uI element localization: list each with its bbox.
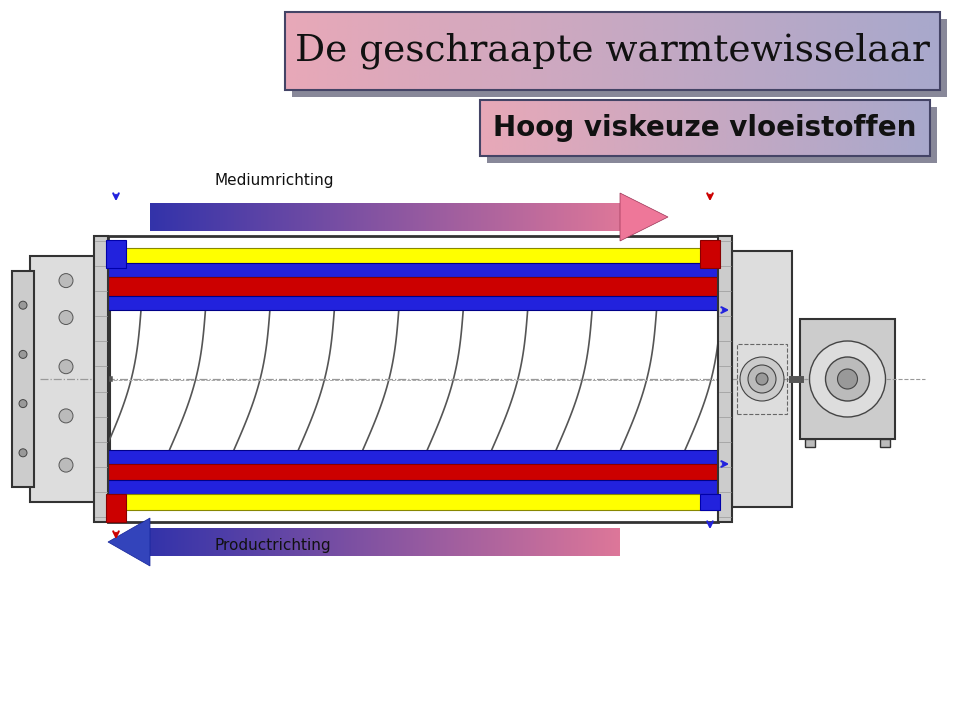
Circle shape (59, 274, 73, 287)
Circle shape (748, 365, 776, 393)
Bar (108, 277, 718, 296)
Circle shape (19, 449, 27, 456)
Text: Productrichting: Productrichting (215, 538, 331, 553)
Bar (108, 464, 718, 480)
Bar (487, 107, 937, 163)
Bar (12, 271, 34, 487)
Circle shape (826, 357, 870, 401)
Bar (106, 494, 126, 522)
Circle shape (59, 360, 73, 374)
Bar (480, 100, 930, 156)
Bar (108, 494, 718, 510)
Bar (700, 494, 720, 510)
Polygon shape (620, 193, 668, 241)
Bar (285, 12, 940, 90)
Bar (108, 296, 718, 310)
Bar (880, 439, 890, 447)
Bar (718, 236, 732, 522)
Bar (732, 251, 792, 507)
Circle shape (59, 310, 73, 325)
Text: De geschraapte warmtewisselaar: De geschraapte warmtewisselaar (295, 32, 930, 69)
Bar (108, 263, 718, 277)
Bar (108, 236, 718, 522)
Circle shape (756, 373, 768, 385)
Bar (800, 319, 895, 439)
Bar (737, 344, 787, 414)
Circle shape (59, 409, 73, 423)
Bar (30, 256, 110, 502)
Bar (106, 240, 126, 268)
Circle shape (837, 369, 857, 389)
Circle shape (809, 341, 885, 417)
Bar (108, 248, 718, 263)
Polygon shape (108, 518, 150, 566)
Bar (108, 450, 718, 464)
Circle shape (740, 357, 784, 401)
Text: Mediumrichting: Mediumrichting (215, 173, 334, 188)
Bar (805, 439, 815, 447)
Text: Hoog viskeuze vloeistoffen: Hoog viskeuze vloeistoffen (493, 114, 917, 142)
Circle shape (59, 458, 73, 472)
Circle shape (19, 301, 27, 309)
Bar (292, 19, 947, 97)
Bar (94, 236, 108, 522)
Circle shape (19, 351, 27, 359)
Bar (108, 480, 718, 494)
Circle shape (19, 400, 27, 408)
Bar (700, 240, 720, 268)
